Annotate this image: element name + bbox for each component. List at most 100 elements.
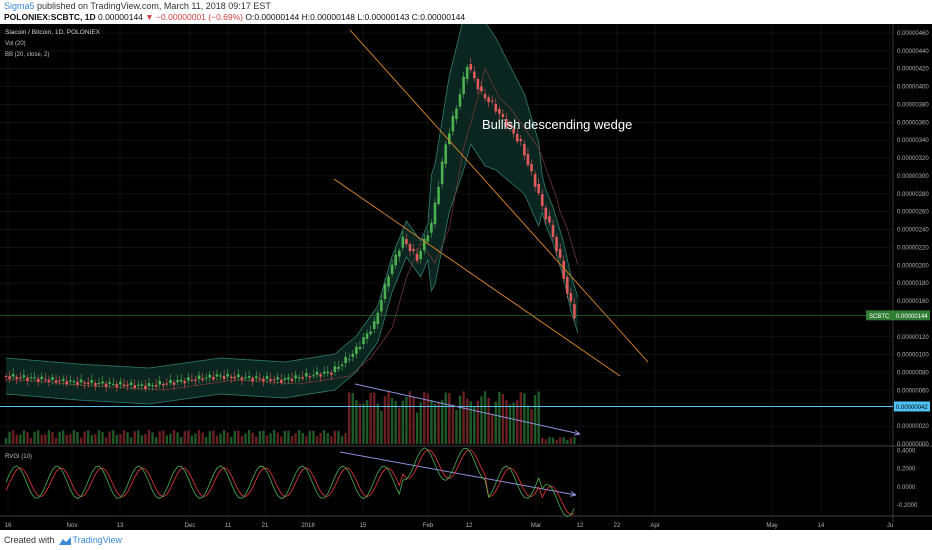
- volume-bar: [333, 430, 337, 444]
- candle-body: [562, 260, 565, 279]
- candle-body: [365, 333, 369, 339]
- volume-bar: [412, 397, 415, 444]
- candle-body: [444, 144, 448, 164]
- candle-body: [265, 376, 269, 379]
- volume-bar: [380, 410, 383, 444]
- volume-bar: [26, 431, 29, 444]
- volume-bar: [401, 400, 405, 444]
- candle-body: [558, 248, 562, 258]
- candle-body: [247, 376, 251, 378]
- volume-bar: [348, 392, 351, 444]
- candle-body: [419, 250, 422, 259]
- candle-body: [90, 380, 94, 383]
- candle-body: [240, 377, 244, 381]
- candle-body: [426, 235, 430, 242]
- volume-bar: [162, 430, 165, 444]
- volume-bar: [276, 432, 279, 444]
- volume-bar: [208, 431, 211, 444]
- candle-body: [219, 375, 222, 377]
- candle-body: [229, 376, 233, 379]
- wedge-lower-line: [333, 178, 621, 377]
- volume-bar: [487, 397, 490, 444]
- rvgi-divergence-arrow: [339, 451, 577, 496]
- volume-bar: [390, 397, 394, 444]
- volume-bar: [144, 433, 147, 444]
- volume-bar: [240, 435, 244, 444]
- volume-bar: [83, 431, 86, 444]
- volume-bar: [72, 430, 76, 444]
- volume-bar: [408, 391, 412, 444]
- volume-bar: [226, 432, 229, 444]
- volume-bar: [219, 433, 222, 444]
- y-tick-label: 0.00000220: [897, 245, 929, 251]
- volume-bar: [169, 433, 172, 444]
- volume-bar: [190, 435, 194, 444]
- candle-body: [330, 372, 333, 375]
- volume-bar: [108, 431, 111, 444]
- candle-body: [380, 300, 383, 312]
- candle-body: [408, 244, 412, 252]
- volume-bar: [272, 430, 276, 444]
- candle-body: [573, 304, 576, 319]
- wedge-annotation: Bullish descending wedge: [482, 117, 632, 132]
- chart-area[interactable]: 0.00000460 0.00000440 0.00000420 0.00000400…: [0, 24, 932, 530]
- candle-body: [383, 283, 387, 299]
- y-tick-label: 0.00000400: [897, 85, 929, 91]
- candle-body: [415, 254, 419, 261]
- rvgi-divergence-arrow-head: [569, 491, 577, 497]
- volume-bar: [516, 400, 519, 444]
- x-tick-label: 13: [117, 523, 124, 529]
- x-tick-label: 22: [614, 523, 621, 529]
- y-tick-label: 0.00000380: [897, 102, 929, 108]
- volume-bar: [251, 432, 254, 444]
- candle-body: [183, 381, 187, 384]
- rvgi-tick-label: -0.2000: [897, 503, 918, 509]
- volume-bar: [494, 401, 497, 444]
- candle-body: [540, 194, 544, 206]
- volume-bar: [97, 430, 101, 444]
- author-link[interactable]: Sigma5: [4, 1, 35, 11]
- publish-text: published on TradingView.com, March 11, …: [34, 1, 271, 11]
- last-price-value: 0.00000144: [95, 12, 146, 22]
- volume-bar: [76, 431, 79, 444]
- candle-body: [433, 202, 437, 224]
- candle-body: [458, 94, 462, 107]
- volume-bar: [237, 430, 240, 444]
- bollinger-lower: [5, 143, 579, 405]
- volume-bar: [473, 406, 476, 444]
- candle-body: [237, 374, 240, 378]
- candle-body: [405, 239, 408, 244]
- volume-bar: [215, 435, 219, 444]
- x-tick-label: Feb: [423, 523, 434, 529]
- volume-bar: [362, 403, 365, 444]
- volume-bar: [558, 437, 562, 444]
- y-tick-label: 0.00000320: [897, 156, 929, 162]
- tradingview-link[interactable]: TradingView: [72, 535, 123, 545]
- candle-body: [29, 377, 33, 379]
- candle-body: [262, 378, 265, 382]
- candle-body: [319, 374, 322, 377]
- volume-bar: [491, 413, 494, 444]
- x-tick-label: Mar: [531, 523, 541, 529]
- candle-body: [76, 382, 79, 385]
- publish-header: Sigma5 published on TradingView.com, Mar…: [0, 0, 932, 24]
- price-chart[interactable]: 0.00000460 0.00000440 0.00000420 0.00000400…: [0, 24, 932, 530]
- volume-bar: [112, 430, 115, 444]
- candle-body: [351, 353, 355, 357]
- ohlc-line: POLONIEX:SCBTC, 1D 0.00000144 ▼ −0.00000…: [4, 12, 465, 22]
- candle-body: [315, 371, 319, 375]
- candle-body: [197, 375, 201, 379]
- volume-bar: [36, 430, 40, 444]
- y-tick-label: 0.00000340: [897, 138, 929, 144]
- volume-bar: [541, 437, 544, 444]
- created-with: Created with TradingView: [4, 535, 122, 545]
- candle-body: [501, 114, 505, 117]
- volume-bar: [15, 434, 18, 444]
- candle-body: [151, 385, 154, 387]
- created-label: Created with: [4, 535, 55, 545]
- volume-bar: [448, 392, 451, 444]
- price-change: ▼ −0.00000001 (−0.69%): [145, 12, 243, 22]
- volume-bar: [523, 393, 526, 444]
- candles: [4, 58, 576, 392]
- volume-bar: [458, 395, 462, 444]
